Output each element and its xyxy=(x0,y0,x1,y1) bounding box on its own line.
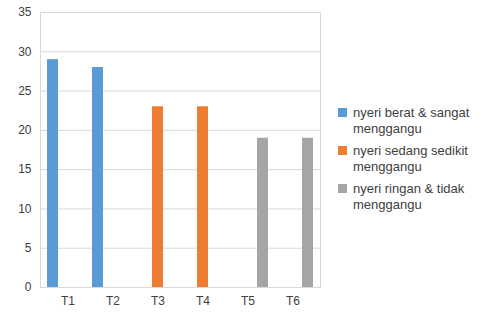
svg-text:10: 10 xyxy=(18,202,32,216)
html-text:nyeri ringan & tidak menggangu: nyeri ringan & tidak menggangu xyxy=(353,180,465,212)
svg-text:0: 0 xyxy=(25,280,32,294)
svg-text:35: 35 xyxy=(18,5,32,19)
svg-text:30: 30 xyxy=(18,45,32,59)
svg-text:T6: T6 xyxy=(286,294,300,308)
svg-text:T3: T3 xyxy=(151,294,165,308)
svg-text:T2: T2 xyxy=(106,294,120,308)
svg-text:T4: T4 xyxy=(196,294,210,308)
svg-text:25: 25 xyxy=(18,84,32,98)
svg-text:T1: T1 xyxy=(61,294,75,308)
svg-text:15: 15 xyxy=(18,162,32,176)
html-text:nyeri sedang sedikit menggangu: nyeri sedang sedikit menggangu xyxy=(353,142,468,174)
svg-text:T5: T5 xyxy=(241,294,255,308)
svg-text:5: 5 xyxy=(25,241,32,255)
svg-text:20: 20 xyxy=(18,123,32,137)
html-text:nyeri berat & sangat menggangu: nyeri berat & sangat menggangu xyxy=(353,104,470,136)
